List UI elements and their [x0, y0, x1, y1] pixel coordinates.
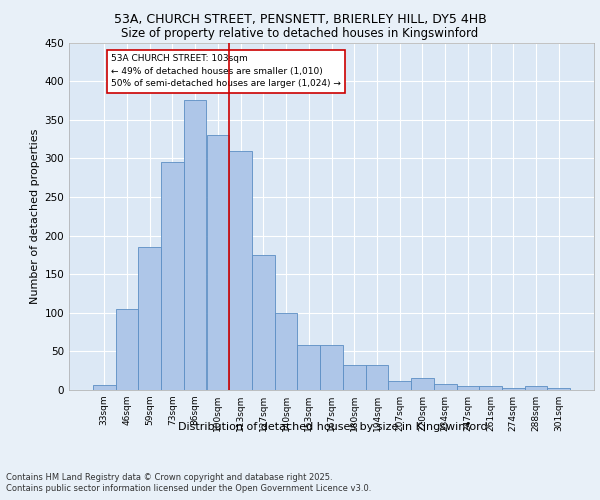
Text: Size of property relative to detached houses in Kingswinford: Size of property relative to detached ho…	[121, 28, 479, 40]
Bar	[365, 364, 388, 390]
Bar	[502, 388, 524, 390]
Bar	[93, 384, 116, 390]
Text: Distribution of detached houses by size in Kingswinford: Distribution of detached houses by size …	[178, 422, 488, 432]
Text: 53A CHURCH STREET: 103sqm
← 49% of detached houses are smaller (1,010)
50% of se: 53A CHURCH STREET: 103sqm ← 49% of detac…	[111, 54, 341, 88]
Bar	[343, 364, 365, 390]
Bar	[229, 150, 252, 390]
Bar	[206, 135, 229, 390]
Text: Contains HM Land Registry data © Crown copyright and database right 2025.: Contains HM Land Registry data © Crown c…	[6, 472, 332, 482]
Bar	[411, 378, 434, 390]
Bar	[139, 247, 161, 390]
Bar	[252, 255, 275, 390]
Bar	[479, 386, 502, 390]
Bar	[434, 384, 457, 390]
Bar	[184, 100, 206, 390]
Bar	[547, 388, 570, 390]
Bar	[116, 309, 139, 390]
Bar	[298, 345, 320, 390]
Bar	[388, 380, 411, 390]
Bar	[524, 386, 547, 390]
Text: 53A, CHURCH STREET, PENSNETT, BRIERLEY HILL, DY5 4HB: 53A, CHURCH STREET, PENSNETT, BRIERLEY H…	[113, 12, 487, 26]
Bar	[161, 162, 184, 390]
Y-axis label: Number of detached properties: Number of detached properties	[30, 128, 40, 304]
Text: Contains public sector information licensed under the Open Government Licence v3: Contains public sector information licen…	[6, 484, 371, 493]
Bar	[275, 313, 298, 390]
Bar	[457, 386, 479, 390]
Bar	[320, 345, 343, 390]
